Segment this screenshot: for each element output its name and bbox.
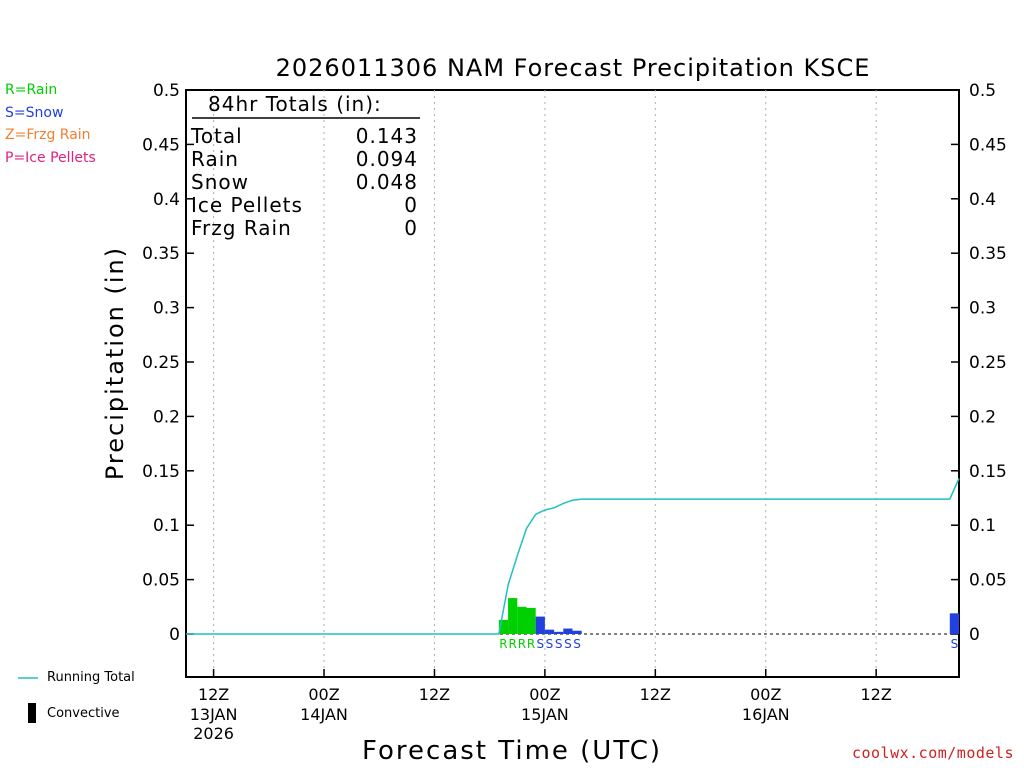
precip-bar-2	[517, 606, 527, 634]
left-y-tick-label-4: 0.2	[153, 407, 180, 427]
x-tick-date-5: 16JAN	[742, 705, 790, 724]
totals-value-frzg-rain: 0	[404, 216, 418, 240]
totals-box: 84hr Totals (in): Total 0.143 Rain 0.094…	[190, 92, 420, 240]
left-y-tick-label-8: 0.4	[153, 190, 180, 210]
left-y-tick-label-10: 0.5	[153, 81, 180, 101]
plot-frame	[185, 89, 960, 678]
totals-header: 84hr Totals (in):	[208, 92, 382, 116]
left-y-tick-label-3: 0.15	[142, 462, 180, 482]
left-y-tick-label-1: 0.05	[142, 571, 180, 591]
y-axis-label: Precipitation (in)	[101, 246, 129, 480]
x-axis-label: Forecast Time (UTC)	[362, 736, 662, 766]
precip-type-label-8: S	[573, 637, 581, 651]
x-tick-label-2: 12Z	[419, 685, 450, 704]
precip-type-label-1: R	[509, 637, 517, 651]
chart-title: 2026011306 NAM Forecast Precipitation KS…	[276, 54, 871, 82]
totals-label-frzg-rain: Frzg Rain	[191, 216, 292, 240]
right-y-tick-label-5: 0.25	[969, 353, 1007, 373]
legend-rain: R=Rain	[5, 82, 58, 98]
precip-bar-6	[554, 631, 564, 634]
right-y-tick-label-10: 0.5	[969, 81, 996, 101]
running-total-line	[186, 478, 960, 635]
precip-type-label-6: S	[555, 637, 563, 651]
right-y-tick-label-8: 0.4	[969, 190, 996, 210]
totals-value-total: 0.143	[356, 124, 418, 148]
precip-bar-4	[535, 616, 545, 634]
left-y-tick-label-0: 0	[169, 625, 180, 645]
legend-frzg-rain: Z=Frzg Rain	[5, 127, 91, 143]
totals-label-rain: Rain	[191, 147, 239, 171]
x-tick-label-6: 12Z	[861, 685, 892, 704]
x-tick-date-1: 14JAN	[300, 705, 348, 724]
precip-type-label-2: R	[518, 637, 526, 651]
legend-ice-pellets: P=Ice Pellets	[5, 150, 96, 166]
left-y-tick-label-5: 0.25	[142, 353, 180, 373]
precip-bar-3	[526, 607, 536, 634]
convective-legend-label: Convective	[47, 706, 120, 721]
right-y-tick-label-4: 0.2	[969, 407, 996, 427]
right-y-tick-label-7: 0.35	[969, 244, 1007, 264]
precip-bar-5	[544, 629, 555, 634]
x-tick-date-0: 13JAN	[190, 705, 238, 724]
precip-type-label-3: R	[527, 637, 535, 651]
left-y-tick-label-7: 0.35	[142, 244, 180, 264]
left-y-tick-label-2: 0.1	[153, 516, 180, 536]
precip-bar-9	[949, 613, 959, 634]
right-y-tick-label-3: 0.15	[969, 462, 1007, 482]
precip-bar-1	[508, 598, 518, 634]
precip-type-label-5: S	[546, 637, 554, 651]
x-tick-label-1: 00Z	[308, 685, 339, 704]
running-total-group	[186, 478, 960, 635]
x-tick-date-3: 15JAN	[521, 705, 569, 724]
precip-bar-7	[563, 628, 573, 634]
precip-type-label-7: S	[564, 637, 572, 651]
precip-bar-0	[498, 619, 509, 634]
x-tick-label-0: 12Z	[198, 685, 229, 704]
x-tick-label-5: 00Z	[750, 685, 781, 704]
x-tick-label-3: 00Z	[529, 685, 560, 704]
right-y-tick-label-2: 0.1	[969, 516, 996, 536]
totals-label-ice-pellets: Ice Pellets	[191, 193, 303, 217]
right-y-tick-label-0: 0	[969, 625, 980, 645]
running-total-legend-label: Running Total	[47, 670, 135, 685]
right-y-tick-label-1: 0.05	[969, 571, 1007, 591]
precip-bar-8	[572, 630, 582, 634]
precip-type-label-0: R	[499, 637, 507, 651]
totals-label-snow: Snow	[191, 170, 249, 194]
left-y-axis: 0 0.05 0.1 0.15 0.2 0.25 0.3 0.35 0.4 0.45 0.5	[142, 81, 194, 645]
vertical-gridlines	[213, 90, 877, 677]
x-tick-label-4: 12Z	[640, 685, 671, 704]
x-tick-year-0: 2026	[193, 724, 234, 743]
precip-type-label-9: S	[951, 637, 959, 651]
right-y-axis: 0 0.05 0.1 0.15 0.2 0.25 0.3 0.35 0.4 0.45 0.5	[951, 81, 1007, 645]
right-y-tick-label-9: 0.45	[969, 135, 1007, 155]
precip-type-label-4: S	[536, 637, 544, 651]
convective-legend-swatch	[28, 703, 36, 723]
legend-snow: S=Snow	[5, 105, 64, 121]
totals-label-total: Total	[190, 124, 243, 148]
credit-link[interactable]: coolwx.com/models	[851, 744, 1014, 762]
totals-value-rain: 0.094	[356, 147, 418, 171]
precip-bars	[498, 598, 959, 634]
totals-value-ice-pellets: 0	[404, 193, 418, 217]
left-y-tick-label-6: 0.3	[153, 299, 180, 319]
right-y-tick-label-6: 0.3	[969, 299, 996, 319]
totals-value-snow: 0.048	[356, 170, 418, 194]
left-y-tick-label-9: 0.45	[142, 135, 180, 155]
